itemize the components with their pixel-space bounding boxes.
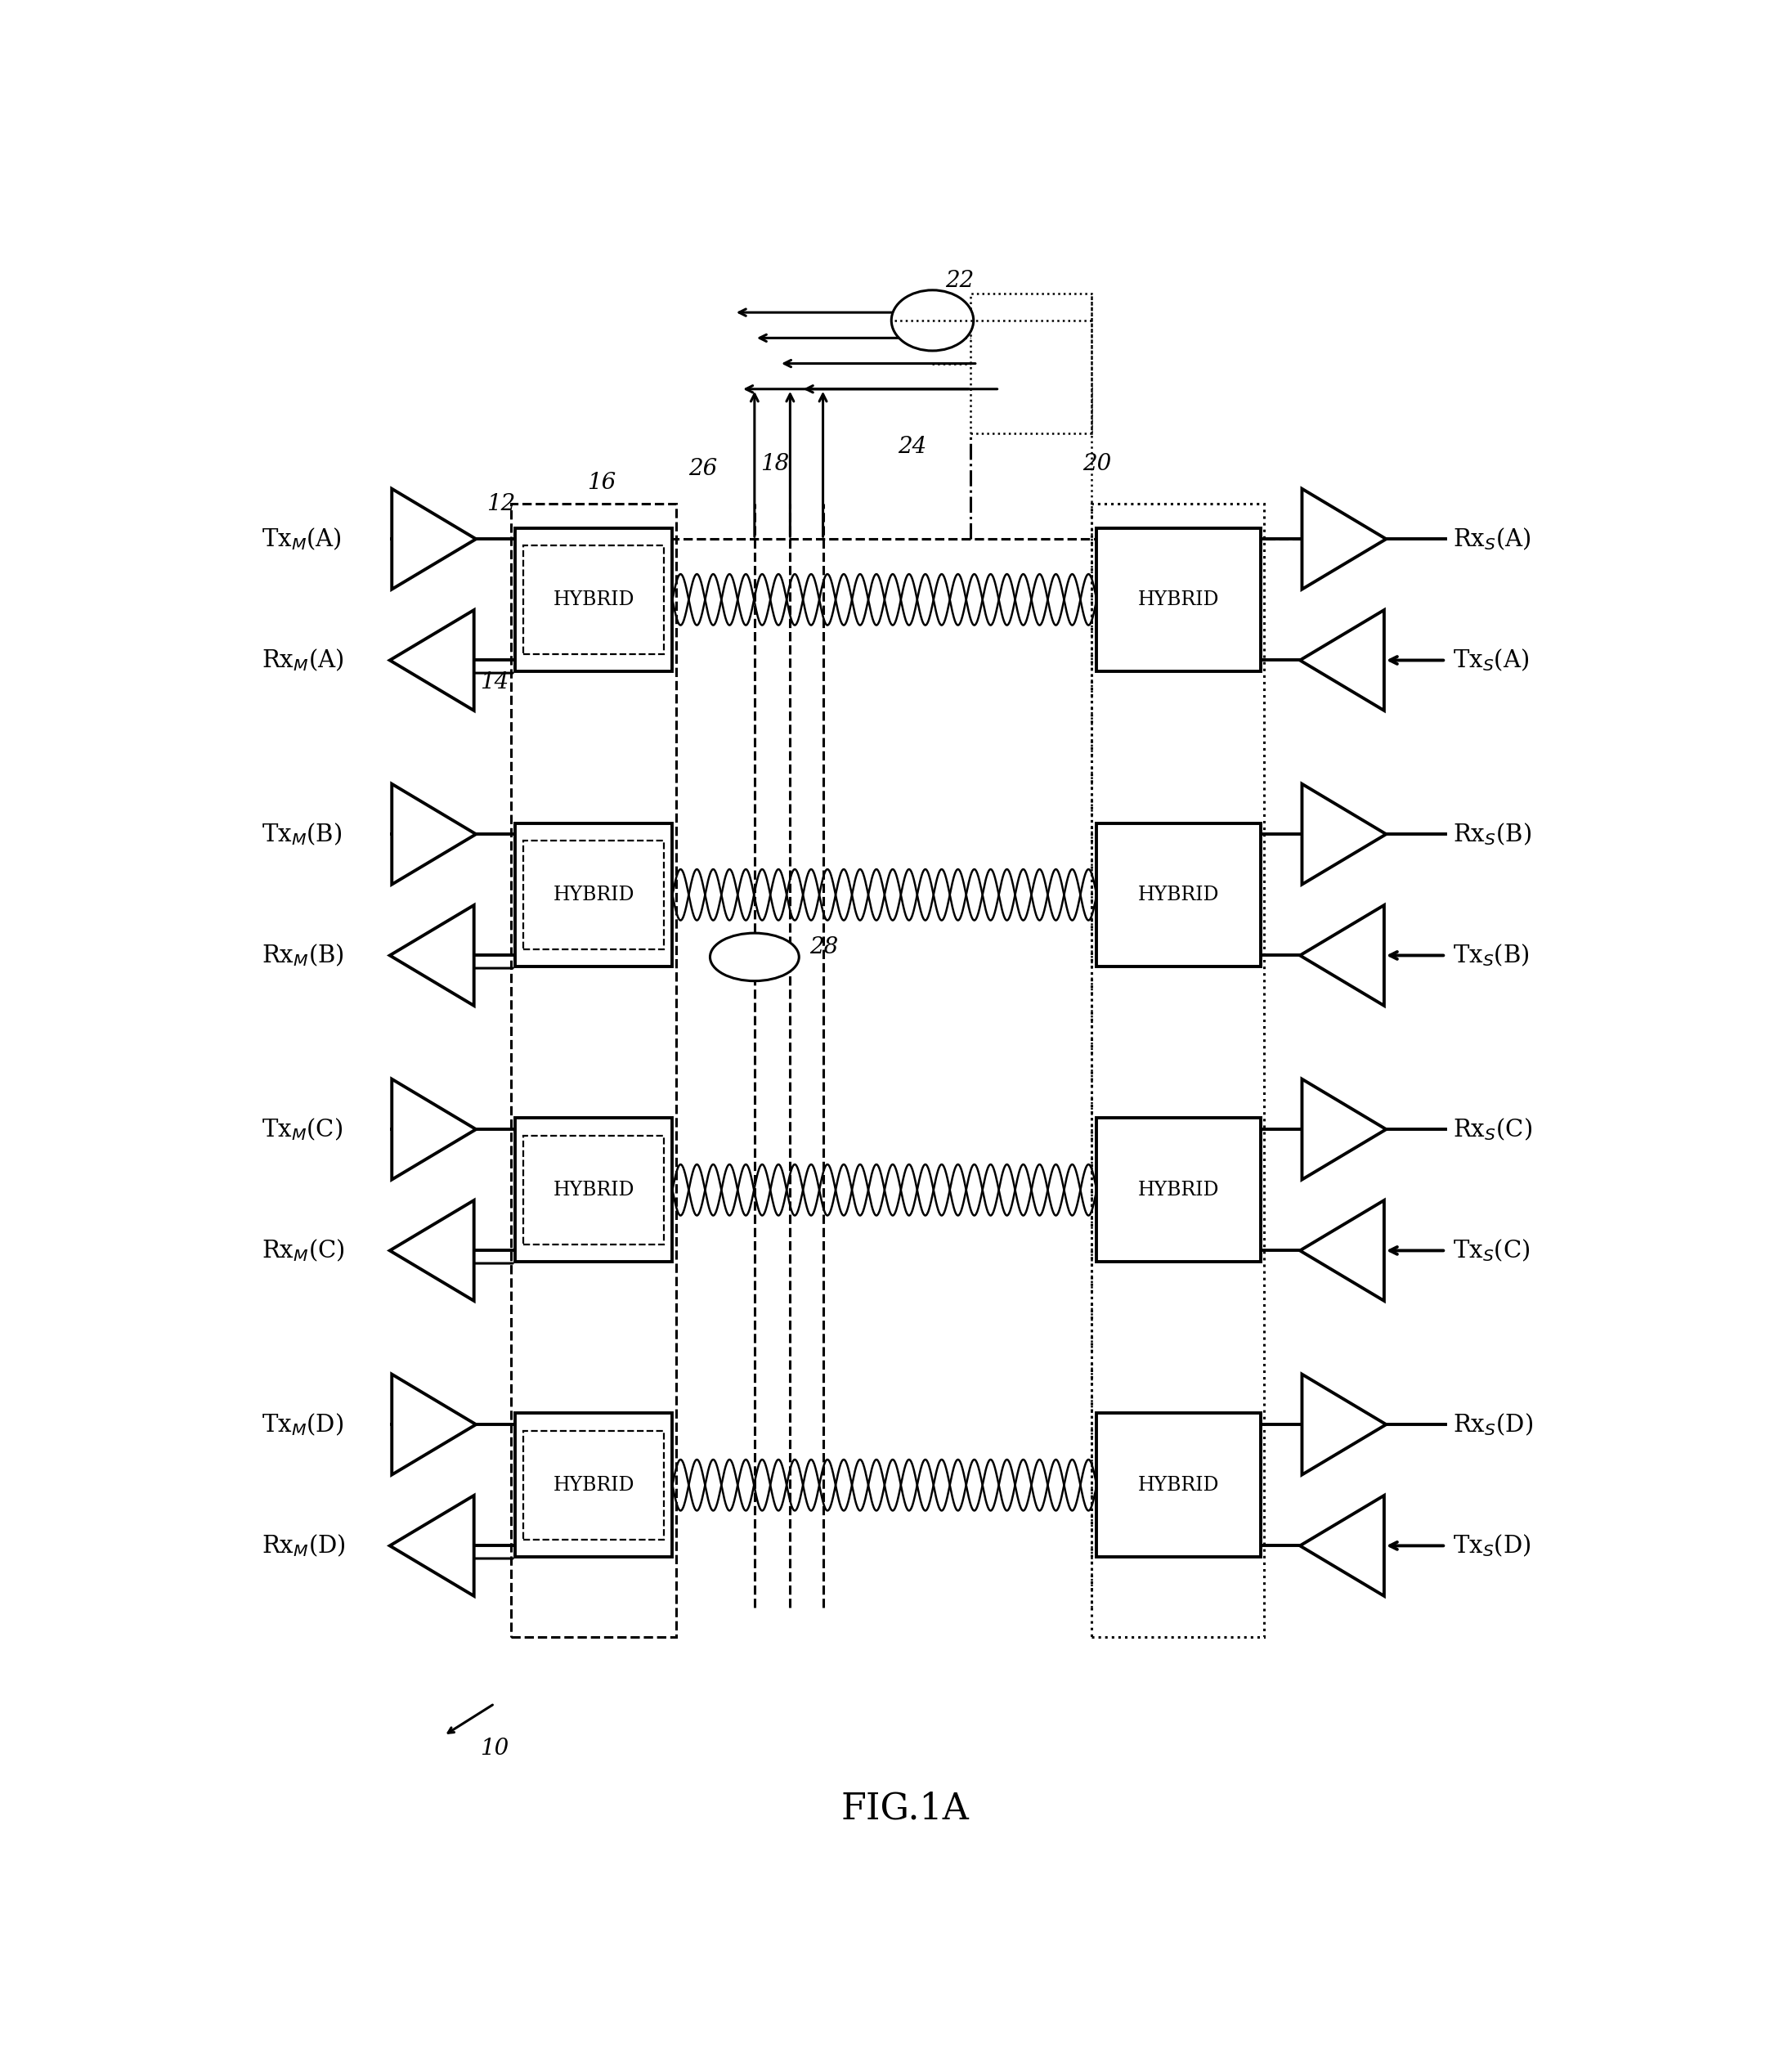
Bar xyxy=(523,1432,664,1539)
Text: HYBRID: HYBRID xyxy=(1137,885,1220,903)
Text: Tx$_M$(D): Tx$_M$(D) xyxy=(261,1411,344,1438)
Text: HYBRID: HYBRID xyxy=(553,1181,634,1200)
Text: HYBRID: HYBRID xyxy=(1137,1181,1220,1200)
Text: HYBRID: HYBRID xyxy=(553,885,634,903)
Text: Rx$_S$(C): Rx$_S$(C) xyxy=(1453,1117,1531,1142)
Text: Tx$_S$(C): Tx$_S$(C) xyxy=(1453,1237,1529,1264)
Text: 18: 18 xyxy=(761,454,789,474)
Text: Tx$_S$(D): Tx$_S$(D) xyxy=(1453,1533,1531,1558)
Polygon shape xyxy=(392,1080,477,1179)
Text: Tx$_S$(A): Tx$_S$(A) xyxy=(1453,646,1529,673)
Text: HYBRID: HYBRID xyxy=(553,591,634,609)
Bar xyxy=(1091,503,1264,1637)
Text: HYBRID: HYBRID xyxy=(1137,1475,1220,1494)
Text: HYBRID: HYBRID xyxy=(553,1475,634,1494)
Text: Tx$_M$(A): Tx$_M$(A) xyxy=(261,526,343,551)
Polygon shape xyxy=(392,1374,477,1475)
Text: 28: 28 xyxy=(811,937,839,959)
Bar xyxy=(1097,823,1261,966)
Text: Rx$_M$(C): Rx$_M$(C) xyxy=(261,1237,344,1264)
Text: 20: 20 xyxy=(1083,454,1111,474)
Text: 12: 12 xyxy=(487,493,516,516)
Text: 14: 14 xyxy=(480,671,509,694)
Text: Tx$_S$(B): Tx$_S$(B) xyxy=(1453,943,1529,968)
Bar xyxy=(523,841,664,949)
Text: Rx$_S$(A): Rx$_S$(A) xyxy=(1453,526,1531,551)
Text: Rx$_M$(B): Rx$_M$(B) xyxy=(261,943,344,968)
Text: Rx$_M$(D): Rx$_M$(D) xyxy=(261,1533,346,1558)
Bar xyxy=(516,823,673,966)
Text: FIG.1A: FIG.1A xyxy=(841,1792,970,1828)
Bar xyxy=(516,1119,673,1262)
Bar xyxy=(523,545,664,655)
Bar xyxy=(971,294,1091,433)
Polygon shape xyxy=(1302,1374,1386,1475)
Text: Rx$_S$(D): Rx$_S$(D) xyxy=(1453,1411,1533,1438)
Bar xyxy=(1097,528,1261,671)
Text: Tx$_M$(B): Tx$_M$(B) xyxy=(261,821,343,847)
Polygon shape xyxy=(1300,609,1385,711)
Text: 26: 26 xyxy=(689,458,717,481)
Text: 24: 24 xyxy=(897,435,927,458)
Bar xyxy=(523,1135,664,1243)
Bar xyxy=(510,503,676,1637)
Text: 10: 10 xyxy=(480,1736,509,1759)
Polygon shape xyxy=(392,783,477,885)
Bar xyxy=(1097,1119,1261,1262)
Polygon shape xyxy=(1300,905,1385,1005)
Polygon shape xyxy=(1300,1496,1385,1595)
Text: Rx$_S$(B): Rx$_S$(B) xyxy=(1453,821,1531,847)
Polygon shape xyxy=(390,1200,473,1301)
Polygon shape xyxy=(1302,489,1386,588)
Bar xyxy=(1097,1413,1261,1556)
Polygon shape xyxy=(1302,783,1386,885)
Polygon shape xyxy=(390,1496,473,1595)
Text: 22: 22 xyxy=(945,269,975,292)
Text: HYBRID: HYBRID xyxy=(1137,591,1220,609)
Polygon shape xyxy=(390,609,473,711)
Ellipse shape xyxy=(892,290,973,350)
Text: 16: 16 xyxy=(586,472,616,495)
Text: Tx$_M$(C): Tx$_M$(C) xyxy=(261,1117,343,1142)
Bar xyxy=(516,528,673,671)
Polygon shape xyxy=(390,905,473,1005)
Polygon shape xyxy=(1302,1080,1386,1179)
Polygon shape xyxy=(392,489,477,588)
Polygon shape xyxy=(1300,1200,1385,1301)
Ellipse shape xyxy=(710,932,798,980)
Bar xyxy=(516,1413,673,1556)
Text: Rx$_M$(A): Rx$_M$(A) xyxy=(261,646,344,673)
